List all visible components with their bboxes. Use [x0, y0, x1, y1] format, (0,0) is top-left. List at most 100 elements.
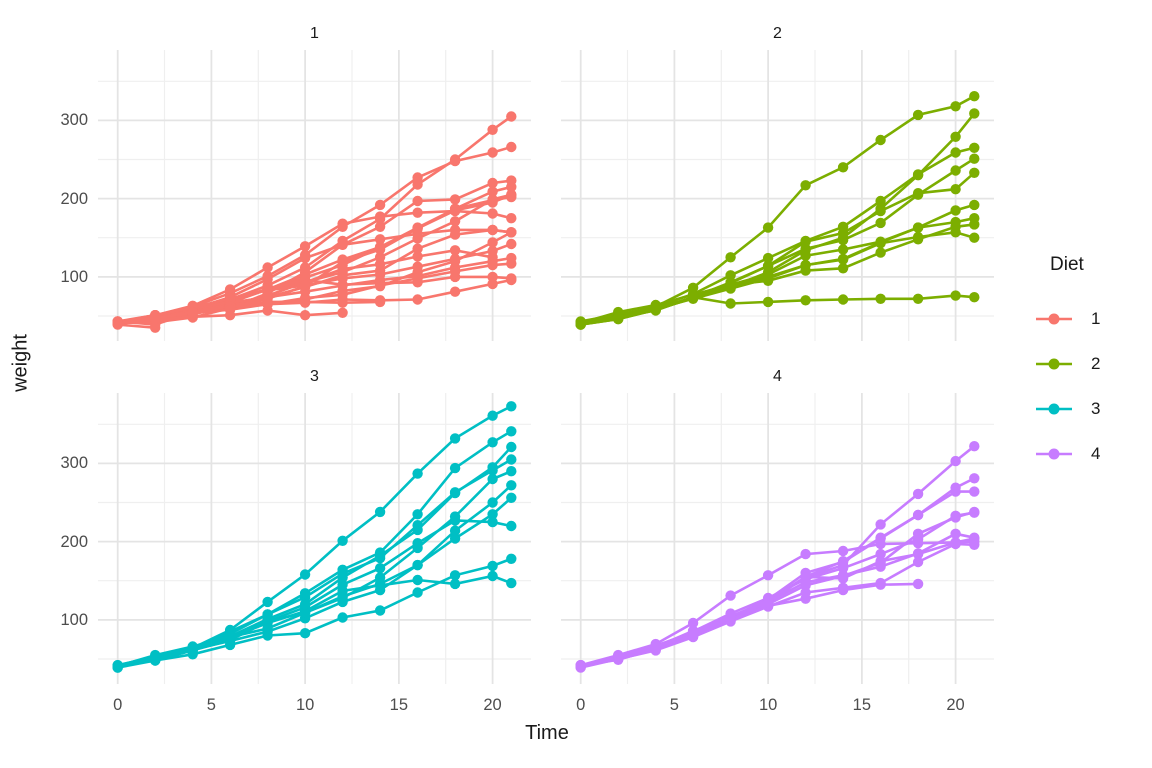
data-point	[950, 486, 961, 497]
series-lines	[117, 405, 513, 669]
data-point	[374, 269, 386, 280]
data-point	[762, 222, 774, 233]
data-point	[299, 241, 311, 252]
data-point	[487, 259, 498, 271]
data-point	[875, 532, 886, 543]
data-point	[613, 650, 624, 661]
data-point	[449, 216, 461, 227]
data-point	[506, 227, 517, 238]
data-point	[506, 492, 517, 503]
legend-item-4: 4	[1034, 431, 1152, 476]
data-point	[969, 167, 980, 178]
data-point	[374, 211, 386, 222]
data-point	[912, 548, 924, 559]
data-point	[912, 293, 924, 304]
chick-line	[117, 446, 513, 668]
data-point	[912, 488, 924, 500]
chick-line	[580, 490, 975, 668]
data-point	[299, 569, 311, 580]
data-point	[950, 101, 961, 112]
data-point	[487, 224, 498, 236]
data-point	[950, 184, 961, 195]
data-point	[837, 263, 849, 274]
data-point	[187, 641, 198, 652]
data-point	[506, 189, 517, 200]
facet-plot-area	[98, 50, 531, 341]
data-point	[506, 553, 517, 564]
data-point	[875, 134, 886, 146]
data-point	[150, 649, 161, 661]
series-points	[112, 401, 517, 673]
legend-key-icon	[1036, 448, 1072, 459]
data-point	[374, 259, 386, 270]
x-tick-label: 5	[206, 696, 216, 714]
data-point	[950, 455, 961, 467]
x-tick-label: 5	[669, 696, 679, 714]
data-point	[837, 582, 849, 593]
chick-line	[580, 477, 975, 667]
series-lines	[117, 115, 513, 329]
data-point	[506, 480, 517, 491]
facet-plot-area	[561, 50, 994, 341]
data-point	[762, 296, 774, 308]
y-tick-label: 300	[60, 111, 88, 130]
data-point	[969, 142, 980, 153]
data-point	[506, 577, 517, 589]
facet-strip-label-2: 2	[773, 25, 782, 42]
data-point	[374, 563, 386, 574]
data-point	[337, 612, 348, 623]
data-point	[449, 155, 461, 167]
data-point	[299, 280, 311, 291]
series-lines	[580, 95, 976, 326]
data-point	[412, 468, 423, 479]
data-point	[412, 559, 423, 571]
facet-plot-area	[561, 393, 994, 684]
data-point	[969, 507, 980, 518]
data-point	[506, 520, 517, 532]
data-point	[112, 660, 123, 672]
data-point	[449, 487, 461, 499]
data-point	[449, 511, 461, 522]
data-point	[912, 509, 924, 521]
data-point	[837, 556, 849, 567]
data-point	[650, 640, 661, 651]
data-point	[875, 561, 886, 572]
data-point	[262, 270, 273, 282]
data-point	[969, 153, 980, 164]
legend-items: 1 2 3 4	[1034, 296, 1152, 476]
data-point	[449, 194, 461, 205]
data-point	[412, 251, 423, 262]
data-point	[912, 109, 924, 121]
data-point	[762, 597, 774, 608]
y-axis-title: weight	[9, 334, 32, 392]
data-point	[912, 170, 924, 181]
data-point	[299, 262, 311, 273]
data-point	[337, 235, 348, 247]
data-point	[374, 550, 386, 561]
data-point	[912, 222, 924, 233]
data-point	[150, 313, 161, 324]
data-point	[449, 462, 461, 474]
data-point	[487, 410, 498, 421]
data-point	[412, 587, 423, 598]
data-point	[262, 596, 273, 608]
y-tick-label: 300	[60, 454, 88, 473]
data-point	[262, 623, 273, 634]
data-point	[506, 274, 517, 286]
legend-item-label: 3	[1091, 398, 1101, 418]
data-point	[800, 236, 811, 247]
data-point	[650, 303, 661, 315]
data-point	[762, 252, 774, 264]
series-points	[112, 111, 517, 333]
data-point	[487, 237, 498, 248]
data-point	[374, 199, 386, 211]
y-tick-label: 200	[60, 189, 88, 208]
data-point	[412, 207, 423, 218]
legend-key-icon	[1036, 358, 1072, 369]
data-point	[224, 293, 236, 304]
data-point	[487, 516, 498, 528]
chick-line	[117, 484, 513, 667]
facet-panel-2	[561, 50, 994, 346]
legend-title: Diet	[1050, 254, 1084, 275]
legend: Diet 1 2 3 4	[1034, 254, 1152, 476]
